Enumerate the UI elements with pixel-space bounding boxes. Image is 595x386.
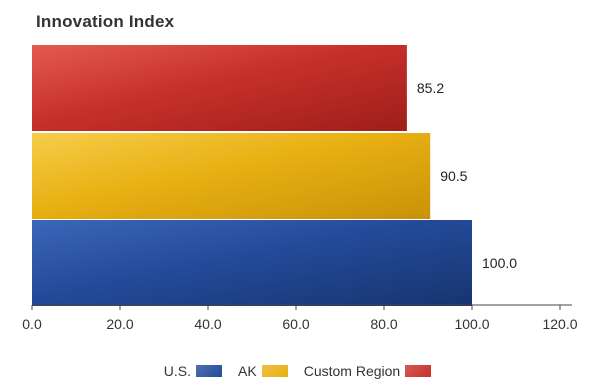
legend-item-ak: AK (238, 363, 288, 379)
chart-title: Innovation Index (36, 12, 175, 31)
bar-custom-region (32, 45, 407, 131)
x-tick-label: 80.0 (370, 316, 397, 332)
data-label-custom-region: 85.2 (417, 80, 444, 96)
x-tick-label: 40.0 (194, 316, 221, 332)
legend-label: Custom Region (303, 363, 401, 379)
data-label-u-s: 100.0 (482, 255, 517, 271)
legend-item-custom-region: Custom Region (304, 363, 432, 379)
legend-label: U.S. (163, 363, 192, 379)
chart-legend: U.S. AK Custom Region (0, 360, 595, 382)
bar-u-s (32, 220, 472, 306)
x-tick-label: 0.0 (22, 316, 42, 332)
x-tick-label: 20.0 (106, 316, 133, 332)
legend-swatch (196, 365, 223, 377)
bar-ak (32, 133, 431, 219)
x-tick-label: 60.0 (282, 316, 309, 332)
legend-swatch (405, 365, 432, 377)
data-label-ak: 90.5 (440, 168, 467, 184)
x-tick-label: 120.0 (542, 316, 577, 332)
x-tick-label: 100.0 (454, 316, 489, 332)
legend-label: AK (238, 363, 257, 379)
legend-item-u-s: U.S. (163, 363, 223, 379)
legend-swatch (261, 365, 288, 377)
